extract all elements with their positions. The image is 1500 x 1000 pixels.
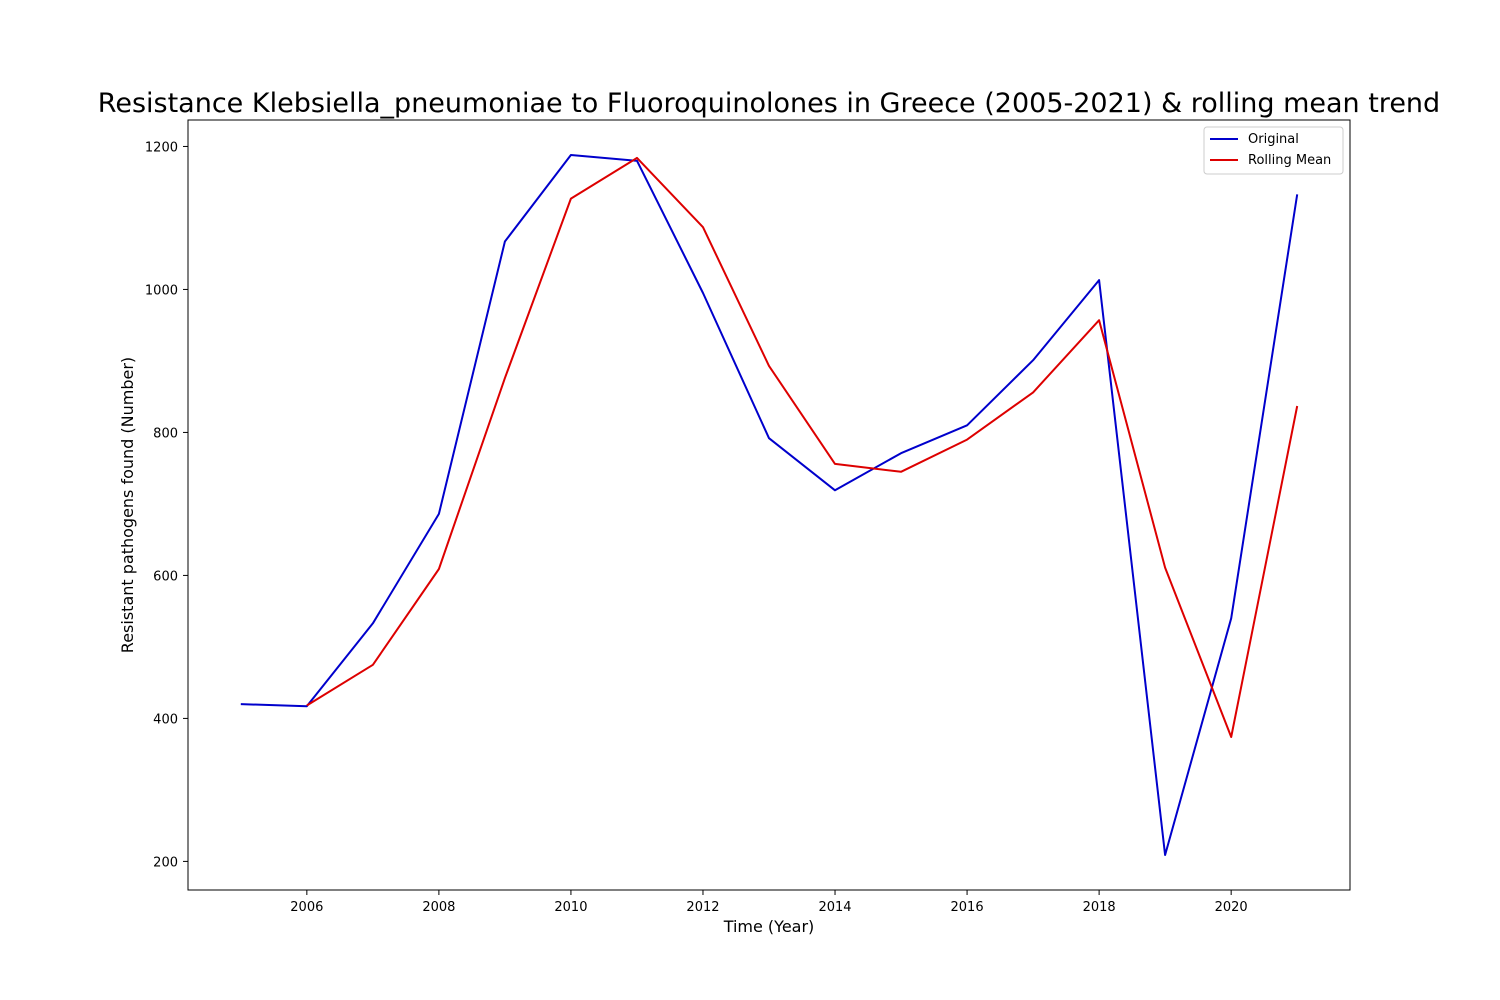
x-axis-ticks: 2006 2008 2010 2012 2014 2016 2018 2020	[290, 890, 1248, 915]
y-axis-label: Resistant pathogens found (Number)	[118, 357, 137, 653]
y-tick-label: 1200	[145, 140, 178, 155]
y-tick-label: 200	[153, 855, 178, 870]
x-tick-label: 2006	[290, 900, 323, 915]
chart-title: Resistance Klebsiella_pneumoniae to Fluo…	[98, 88, 1440, 119]
x-tick-label: 2020	[1215, 900, 1248, 915]
y-axis-ticks: 200 400 600 800 1000 1200	[145, 140, 188, 870]
y-tick-label: 1000	[145, 283, 178, 298]
x-tick-label: 2016	[951, 900, 984, 915]
y-tick-label: 400	[153, 712, 178, 727]
legend-box	[1203, 126, 1344, 175]
plot-frame	[187, 119, 1351, 891]
x-tick-label: 2010	[554, 900, 587, 915]
legend: Original Rolling Mean	[1203, 126, 1344, 175]
x-tick-label: 2018	[1083, 900, 1116, 915]
x-axis-label: Time (Year)	[723, 917, 815, 936]
legend-label-rolling-mean: Rolling Mean	[1248, 153, 1331, 168]
series-line-original	[240, 154, 1299, 856]
plot-lines	[240, 154, 1299, 856]
legend-label-original: Original	[1248, 132, 1299, 147]
x-tick-label: 2014	[818, 900, 851, 915]
series-line-rolling-mean	[306, 156, 1299, 738]
y-tick-label: 600	[153, 569, 178, 584]
x-tick-label: 2012	[686, 900, 719, 915]
y-tick-label: 800	[153, 426, 178, 441]
x-tick-label: 2008	[422, 900, 455, 915]
